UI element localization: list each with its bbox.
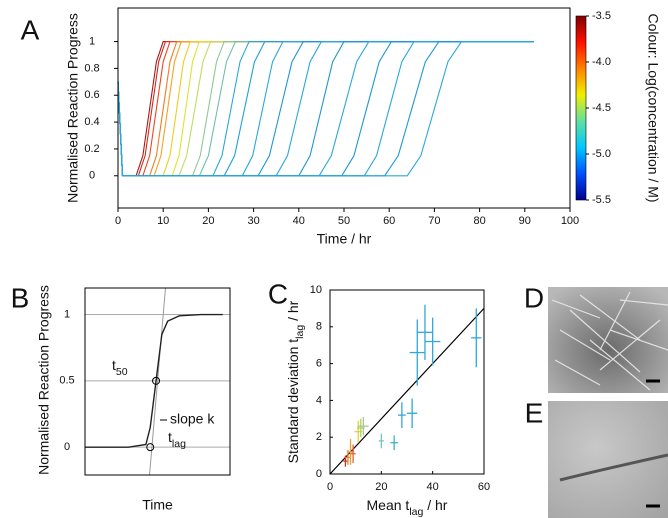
y-tick-label: 0.8 <box>84 62 99 74</box>
x-tick-label: 100 <box>561 215 579 227</box>
subscript: lag <box>409 506 423 518</box>
data-line <box>117 41 534 177</box>
data-line <box>117 41 534 177</box>
x-axis-label: Time <box>142 497 173 513</box>
y-tick-label: 0.4 <box>84 116 99 128</box>
x-tick-label: 90 <box>519 215 531 227</box>
data-line <box>117 41 534 177</box>
y-tick-label: 0 <box>89 170 95 182</box>
y-tick-label: 0 <box>64 441 70 453</box>
panel-letter: E <box>525 397 544 428</box>
y-tick-label: 1 <box>64 308 70 320</box>
data-line <box>117 41 534 177</box>
y-tick-label: 1 <box>89 35 95 47</box>
x-tick-label: 20 <box>202 215 214 227</box>
data-line <box>117 41 534 177</box>
annotation: slope k <box>170 411 215 427</box>
y-tick-label: 8 <box>316 321 322 333</box>
colorbar <box>575 15 587 201</box>
data-line <box>117 41 534 177</box>
x-tick-label: 0 <box>115 215 121 227</box>
data-line <box>117 41 534 177</box>
y-tick-label: 0.5 <box>59 375 74 387</box>
colorbar-tick-label: -5.0 <box>592 148 611 160</box>
panel-letter: B <box>11 282 30 313</box>
data-line <box>117 41 534 177</box>
annotation: tlag <box>168 429 186 450</box>
x-tick-label: 70 <box>428 215 440 227</box>
x-tick-label: 10 <box>157 215 169 227</box>
x-tick-label: 40 <box>427 481 439 493</box>
panel-letter: A <box>21 14 40 45</box>
subscript: 50 <box>116 366 128 378</box>
y-tick-label: 0.2 <box>84 143 99 155</box>
y-axis-label: Standard deviation tlag / hr <box>285 300 306 463</box>
marker <box>146 443 155 452</box>
y-tick-label: 10 <box>310 284 322 296</box>
text-part: / hr <box>285 300 301 324</box>
data-line <box>117 41 534 177</box>
x-tick-label: 50 <box>338 215 350 227</box>
micrograph-e <box>548 401 668 518</box>
x-tick-label: 40 <box>293 215 305 227</box>
data-line <box>117 41 534 177</box>
plot-frame <box>84 287 231 476</box>
colorbar-tick-label: -4.5 <box>592 102 611 114</box>
x-tick-label: 30 <box>247 215 259 227</box>
x-tick-label: 0 <box>327 481 333 493</box>
panel-letter: D <box>524 282 544 313</box>
x-axis-label: Mean tlag / hr <box>367 497 448 518</box>
data-line <box>117 41 534 177</box>
colorbar-tick-label: -5.5 <box>592 194 611 206</box>
fit-line <box>329 307 485 475</box>
x-tick-label: 60 <box>383 215 395 227</box>
data-line <box>117 41 534 177</box>
text-part: t <box>168 429 172 445</box>
data-line <box>117 41 534 177</box>
plot-frame <box>329 289 485 475</box>
y-tick-label: 0.6 <box>84 89 99 101</box>
colorbar-tick-label: -4.0 <box>592 56 611 68</box>
data-line <box>117 41 534 177</box>
micrograph-d <box>548 287 668 393</box>
data-line <box>117 41 534 177</box>
text-part: Standard deviation t <box>285 339 301 464</box>
y-tick-label: 2 <box>316 431 322 443</box>
y-axis-label: Normalised Reaction Progress <box>36 285 52 475</box>
panel-letter: C <box>268 278 288 309</box>
marker <box>152 376 161 385</box>
data-line <box>85 313 223 448</box>
x-tick-label: 60 <box>478 481 490 493</box>
data-line <box>117 41 534 177</box>
text-part: / hr <box>423 497 447 513</box>
data-line <box>117 41 534 177</box>
x-tick-label: 20 <box>375 481 387 493</box>
data-line <box>117 41 534 177</box>
x-tick-label: 80 <box>473 215 485 227</box>
colorbar-label: Colour: Log(concentration / M) <box>645 13 661 202</box>
y-tick-label: 6 <box>316 358 322 370</box>
y-tick-label: 0 <box>316 468 322 480</box>
data-line <box>117 41 534 177</box>
subscript: lag <box>172 438 186 450</box>
x-axis-label: Time / hr <box>317 231 372 247</box>
subscript: lag <box>294 325 306 339</box>
colorbar-tick-label: -3.5 <box>592 10 611 22</box>
y-tick-label: 4 <box>316 394 322 406</box>
text-part: t <box>112 357 116 373</box>
annotation: t50 <box>112 357 128 378</box>
data-line <box>117 41 534 177</box>
text-part: Mean t <box>367 497 410 513</box>
y-axis-label: Normalised Reaction Progress <box>65 13 81 203</box>
data-line <box>117 41 534 177</box>
